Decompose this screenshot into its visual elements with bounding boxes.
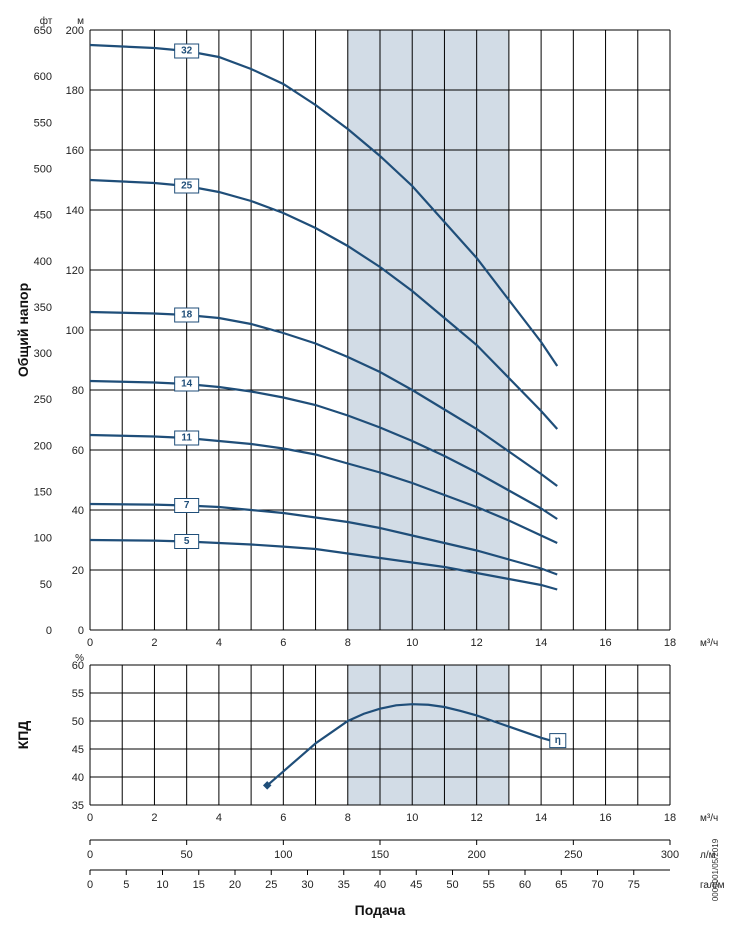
sec-tick-label: 300 xyxy=(661,849,679,861)
curve-label: 11 xyxy=(181,433,192,444)
bottom-x-tick: 14 xyxy=(535,812,547,824)
bottom-y-tick: 55 xyxy=(72,688,84,700)
top-x-tick: 8 xyxy=(345,637,351,649)
bottom-y-tick: 45 xyxy=(72,744,84,756)
top-x-tick: 14 xyxy=(535,637,547,649)
sec-tick-label: 150 xyxy=(371,849,389,861)
top-yleft-tick: 300 xyxy=(34,348,52,360)
sec-tick-label: 30 xyxy=(301,879,313,891)
bottom-x-tick: 6 xyxy=(280,812,286,824)
top-yleft-tick: 450 xyxy=(34,210,52,222)
curve-label: 5 xyxy=(184,536,190,547)
sec-tick-label: 65 xyxy=(555,879,567,891)
sec-tick-label: 75 xyxy=(628,879,640,891)
bottom-x-tick: 2 xyxy=(151,812,157,824)
sec-tick-label: 250 xyxy=(564,849,582,861)
curve-label: 7 xyxy=(184,500,190,511)
sec-tick-label: 200 xyxy=(467,849,485,861)
top-yleft-tick: 400 xyxy=(34,256,52,268)
bottom-x-tick: 4 xyxy=(216,812,222,824)
top-yleft-tick: 150 xyxy=(34,487,52,499)
sec-tick-label: 45 xyxy=(410,879,422,891)
bottom-x-tick: 10 xyxy=(406,812,418,824)
top-yleft-tick: 350 xyxy=(34,302,52,314)
top-x-tick: 16 xyxy=(599,637,611,649)
sec-tick-label: 25 xyxy=(265,879,277,891)
top-yleft-tick: 100 xyxy=(34,533,52,545)
sec-tick-label: 60 xyxy=(519,879,531,891)
top-yright-tick: 0 xyxy=(78,625,84,637)
top-x-tick: 0 xyxy=(87,637,93,649)
top-yright-tick: 120 xyxy=(66,265,84,277)
bottom-x-tick: 12 xyxy=(471,812,483,824)
top-yright-tick: 180 xyxy=(66,85,84,97)
sec-tick-label: 55 xyxy=(483,879,495,891)
top-yleft-tick: 0 xyxy=(46,625,52,637)
bottom-y-title: КПД xyxy=(15,721,31,750)
bottom-shade-band xyxy=(348,665,509,805)
side-code: 0000001/05/2019 xyxy=(711,838,720,901)
top-yleft-tick: 200 xyxy=(34,440,52,452)
top-yright-tick: 20 xyxy=(72,565,84,577)
sec-tick-label: 50 xyxy=(181,849,193,861)
curve-label: 14 xyxy=(181,379,193,390)
bottom-y-unit: % xyxy=(75,653,84,664)
top-yright-tick: 80 xyxy=(72,385,84,397)
top-x-tick: 12 xyxy=(471,637,483,649)
eff-label: η xyxy=(555,735,561,746)
sec-tick-label: 0 xyxy=(87,849,93,861)
curve-label: 18 xyxy=(181,310,193,321)
bottom-x-tick: 16 xyxy=(599,812,611,824)
sec-tick-label: 100 xyxy=(274,849,292,861)
bottom-x-tick: 18 xyxy=(664,812,676,824)
top-yleft-unit: фт xyxy=(40,15,53,27)
curve-label: 32 xyxy=(181,46,193,57)
sec-tick-label: 15 xyxy=(193,879,205,891)
top-yleft-tick: 500 xyxy=(34,163,52,175)
top-yleft-tick: 250 xyxy=(34,394,52,406)
top-yright-unit: м xyxy=(77,16,84,27)
top-yleft-tick: 550 xyxy=(34,117,52,129)
bottom-x-tick: 0 xyxy=(87,812,93,824)
bottom-y-tick: 35 xyxy=(72,800,84,812)
top-yright-tick: 40 xyxy=(72,505,84,517)
top-x-tick: 4 xyxy=(216,637,222,649)
curve-label: 25 xyxy=(181,181,193,192)
bottom-x-tick: 8 xyxy=(345,812,351,824)
top-yright-tick: 160 xyxy=(66,145,84,157)
top-yleft-tick: 50 xyxy=(40,579,52,591)
top-x-tick: 18 xyxy=(664,637,676,649)
sec-tick-label: 10 xyxy=(156,879,168,891)
bottom-y-tick: 40 xyxy=(72,772,84,784)
top-y-title: Общий напор xyxy=(15,283,31,377)
top-x-unit: м³/ч xyxy=(700,638,718,649)
sec-tick-label: 20 xyxy=(229,879,241,891)
sec-tick-label: 70 xyxy=(591,879,603,891)
top-yright-tick: 100 xyxy=(66,325,84,337)
top-yright-tick: 60 xyxy=(72,445,84,457)
top-yright-tick: 140 xyxy=(66,205,84,217)
sec-tick-label: 5 xyxy=(123,879,129,891)
sec-tick-label: 0 xyxy=(87,879,93,891)
sec-tick-label: 40 xyxy=(374,879,386,891)
top-yleft-tick: 600 xyxy=(34,71,52,83)
bottom-x-unit: м³/ч xyxy=(700,813,718,824)
sec-tick-label: 50 xyxy=(446,879,458,891)
bottom-y-tick: 50 xyxy=(72,716,84,728)
sec-tick-label: 35 xyxy=(338,879,350,891)
top-x-tick: 10 xyxy=(406,637,418,649)
top-x-tick: 2 xyxy=(151,637,157,649)
top-x-tick: 6 xyxy=(280,637,286,649)
x-title: Подача xyxy=(355,902,406,918)
